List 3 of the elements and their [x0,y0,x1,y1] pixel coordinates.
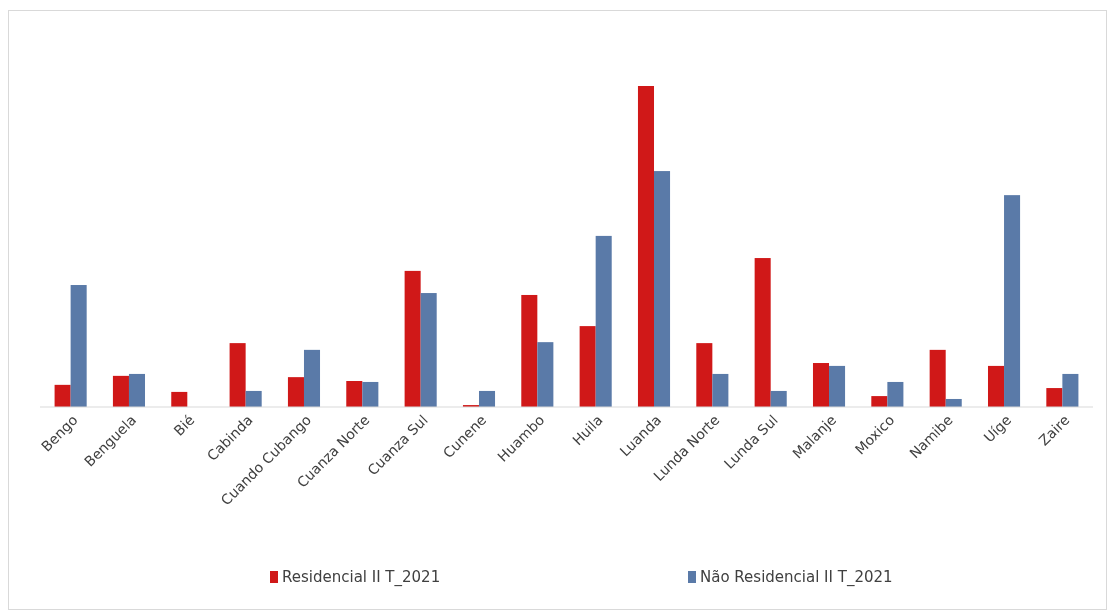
legend-label: Não Residencial II T_2021 [700,568,893,587]
legend-label: Residencial II T_2021 [282,568,441,587]
x-tick-label: Bié [170,411,198,439]
